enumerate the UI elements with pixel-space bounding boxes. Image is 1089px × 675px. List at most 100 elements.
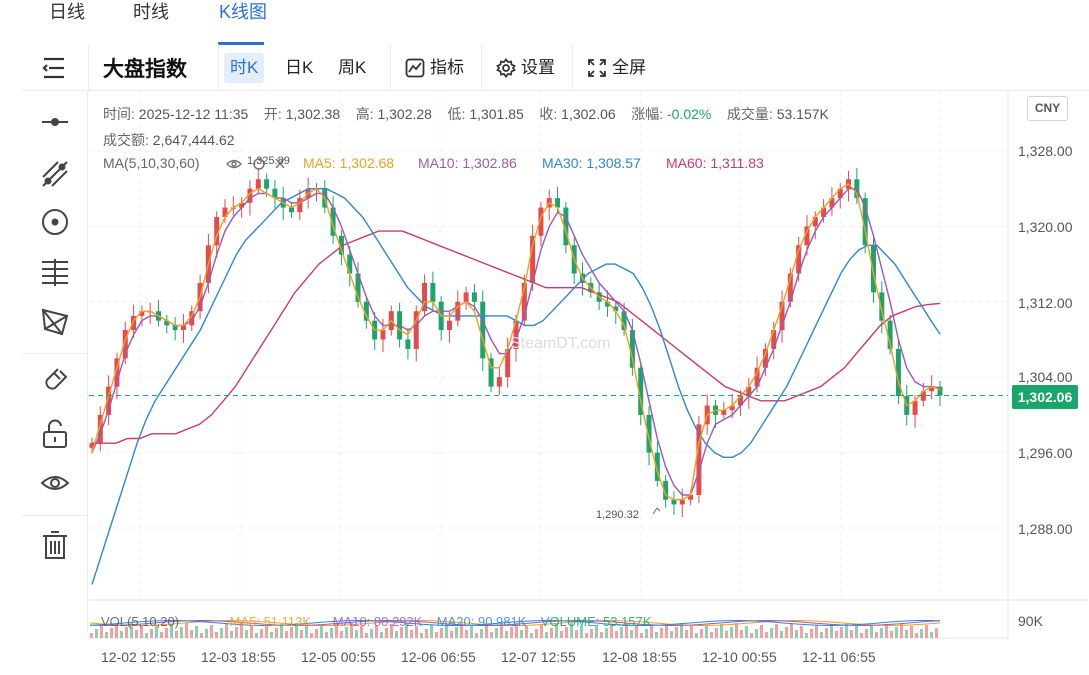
volume-legend: VOL(5,10,20) MA5: 51.113K MA10: 80.292K … — [101, 614, 651, 629]
period-daily-button[interactable]: 日K — [285, 58, 314, 77]
candle-body — [380, 330, 386, 340]
visibility-eye-icon[interactable] — [38, 466, 72, 500]
trash-icon[interactable] — [38, 528, 72, 562]
volume-bar — [675, 627, 678, 638]
volume-bar — [830, 624, 833, 638]
volume-bar — [775, 624, 778, 638]
volume-bar — [725, 631, 728, 638]
volume-bar — [450, 631, 453, 638]
x-tick-label: 12-06 06:55 — [401, 649, 476, 665]
volume-bar — [700, 629, 703, 638]
close-value: 1,302.06 — [561, 106, 616, 122]
indicator-button[interactable]: 指标 — [405, 53, 464, 83]
candle-body — [106, 386, 112, 415]
candle-body — [821, 207, 827, 217]
x-tick-label: 12-03 18:55 — [201, 649, 276, 665]
period-weekly-button[interactable]: 周K — [338, 58, 367, 77]
last-price-label: 1,302.06 — [1012, 385, 1078, 409]
rectangle-tool-icon[interactable] — [38, 305, 72, 339]
candle-body — [463, 292, 469, 302]
volume-bar — [350, 623, 353, 638]
x-tick-label: 12-02 12:55 — [101, 649, 176, 665]
candle-body — [937, 386, 943, 396]
volume-bar — [360, 626, 363, 638]
vol-ma20: MA20: 90.981K — [436, 614, 527, 629]
volume-bar — [365, 633, 368, 638]
volume-bar — [900, 623, 903, 638]
vol-ma10-line — [89, 619, 941, 627]
volume-bar — [820, 632, 823, 638]
y-tick-label: 1,288.00 — [1018, 521, 1073, 537]
period-hourly-button[interactable]: 时K — [224, 53, 265, 83]
candle-body — [638, 367, 644, 415]
trend-line-tool-icon[interactable] — [38, 157, 72, 191]
volume-bar — [600, 632, 603, 638]
candle-body — [131, 315, 137, 331]
volume-bar — [870, 625, 873, 638]
high-value: 1,302.28 — [377, 106, 432, 122]
candle-body — [488, 358, 494, 387]
volume-bar — [580, 626, 583, 638]
unlock-icon[interactable] — [38, 417, 72, 451]
volume-bar — [105, 632, 108, 638]
candle-body — [239, 202, 245, 208]
volume-bar — [560, 631, 563, 638]
volume-bar — [690, 626, 693, 638]
volume-bar — [565, 627, 568, 638]
volume-bar — [795, 630, 798, 638]
fibonacci-tool-icon[interactable] — [38, 256, 72, 290]
tab-hourly-line[interactable]: 时线 — [133, 2, 169, 22]
volume-bar — [205, 629, 208, 638]
candle-body — [297, 198, 303, 213]
fullscreen-button[interactable]: 全屏 — [587, 53, 646, 83]
candle-body — [879, 292, 885, 321]
candle-body — [355, 273, 361, 302]
volume-bar — [925, 625, 928, 638]
candle-body — [422, 282, 428, 312]
candle-body — [746, 386, 752, 397]
vol-ma20-line — [89, 619, 941, 627]
tab-daily-line[interactable]: 日线 — [49, 2, 85, 22]
collapse-menu-icon[interactable] — [40, 56, 68, 80]
candle-body — [787, 273, 793, 302]
volume-bar — [490, 632, 493, 638]
ma5-legend: MA5: 1,302.68 — [303, 155, 394, 171]
volume-bar — [240, 623, 243, 638]
candle-body — [530, 235, 536, 283]
volume-bar — [595, 625, 598, 638]
ma-eye-icon[interactable] — [225, 159, 243, 169]
candle-body — [812, 216, 818, 227]
open-label: 开: — [263, 106, 282, 122]
magnet-tool-icon[interactable] — [38, 365, 72, 399]
candle-body — [613, 306, 619, 312]
ma5-value: MA5: 1,302.68 — [303, 155, 395, 171]
volume-bar — [535, 629, 538, 638]
ma10-line — [91, 187, 941, 496]
volume-bar — [145, 633, 148, 638]
volume-bar — [435, 632, 438, 638]
ma-gear-icon[interactable] — [253, 158, 265, 170]
candle-body — [180, 325, 186, 331]
volume-bar — [415, 626, 418, 638]
volume-bar — [915, 633, 918, 638]
volume-bar — [100, 625, 103, 638]
volume-bar — [230, 631, 233, 638]
ma60-value: MA60: 1,311.83 — [666, 155, 764, 171]
circle-tool-icon[interactable] — [38, 205, 72, 239]
volume-bar — [275, 628, 278, 638]
volume-bar — [310, 633, 313, 638]
volume-bar — [895, 627, 898, 638]
candle-body — [895, 348, 901, 397]
tab-kline[interactable]: K线图 — [219, 2, 268, 22]
volume-bar — [615, 631, 618, 638]
settings-button[interactable]: 设置 — [496, 53, 555, 83]
y-tick-label: 1,304.00 — [1018, 369, 1073, 385]
candle-body — [912, 400, 918, 415]
indicator-label: 指标 — [430, 58, 464, 77]
horizontal-line-tool-icon[interactable] — [38, 105, 72, 139]
currency-button[interactable]: CNY — [1027, 96, 1068, 121]
volume-bar — [150, 629, 153, 638]
candle-body — [446, 320, 452, 331]
